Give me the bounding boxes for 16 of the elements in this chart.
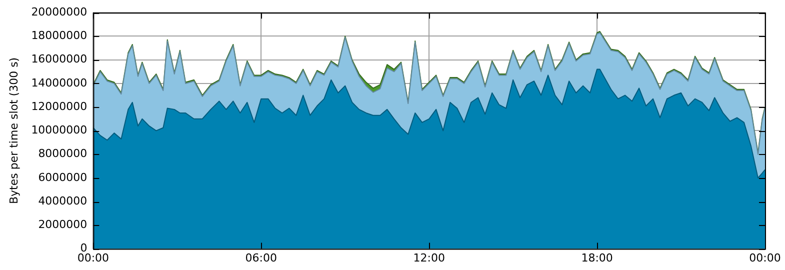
y-tick-label: 6000000 [38, 170, 88, 184]
x-tick-label: 18:00 [581, 251, 613, 264]
y-tick-label: 8000000 [38, 147, 88, 160]
y-axis-title: Bytes per time slot (300 s) [7, 57, 20, 204]
x-tick-label: 00:00 [77, 251, 110, 264]
x-tick-label: 12:00 [413, 251, 445, 264]
y-tick-label: 2000000 [38, 218, 88, 232]
x-tick-label: 06:00 [245, 251, 277, 264]
y-tick-label: 12000000 [31, 100, 88, 113]
y-tick-label: 10000000 [31, 124, 88, 137]
y-tick-label: 14000000 [31, 76, 88, 90]
y-tick-label: 20000000 [31, 5, 88, 18]
x-tick-label: 00:00 [749, 251, 781, 264]
y-tick-label: 18000000 [31, 29, 88, 42]
y-tick-label: 16000000 [31, 52, 88, 66]
y-tick-label: 4000000 [38, 194, 88, 208]
